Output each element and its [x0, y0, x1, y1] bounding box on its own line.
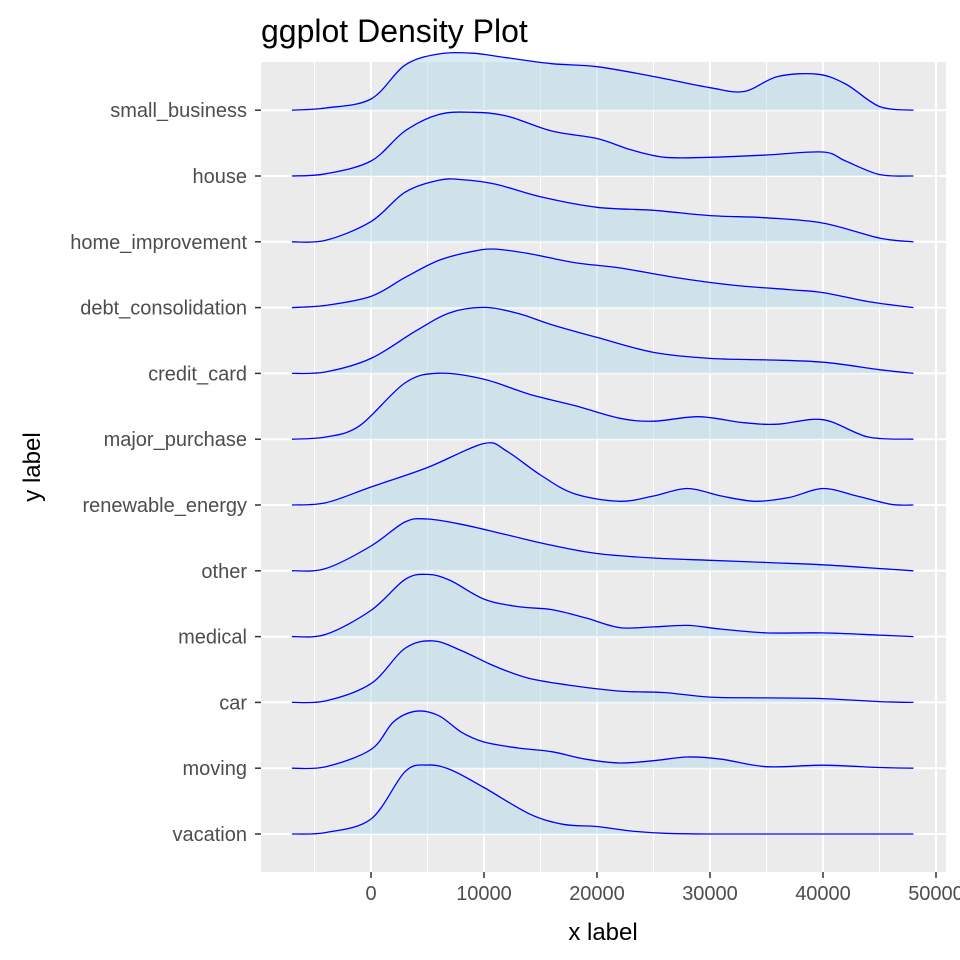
density-area-moving	[291, 710, 914, 769]
density-line-vacation	[291, 764, 914, 835]
density-area-house	[291, 112, 914, 177]
density-line-car	[291, 640, 914, 704]
y-tick-label: other	[201, 561, 247, 583]
density-area-major_purchase	[291, 373, 914, 440]
density-line-renewable_energy	[291, 442, 914, 506]
ridges	[291, 51, 914, 835]
density-line-moving	[291, 710, 914, 770]
density-area-credit_card	[291, 307, 914, 374]
y-tick-label: renewable_energy	[82, 495, 247, 517]
x-axis-ticks: 0 10000 20000 30000 40000 50000	[365, 872, 960, 905]
density-line-credit_card	[291, 306, 914, 375]
y-tick-label: major_purchase	[104, 429, 247, 451]
y-tick-label: home_improvement	[70, 232, 247, 254]
y-tick-label: vacation	[173, 824, 248, 846]
chart-title: ggplot Density Plot	[261, 13, 528, 49]
density-area-medical	[291, 574, 914, 637]
density-line-medical	[291, 573, 914, 638]
x-tick-label: 0	[365, 883, 376, 905]
x-tick-label: 40000	[795, 883, 851, 905]
density-area-car	[291, 640, 914, 703]
y-tick-label: debt_consolidation	[80, 298, 247, 320]
density-area-small_business	[291, 52, 914, 111]
y-tick-label: medical	[178, 627, 247, 649]
density-area-other	[291, 518, 914, 572]
density-line-debt_consolidation	[291, 248, 914, 309]
x-tick-label: 20000	[569, 883, 625, 905]
panel-background	[261, 62, 946, 872]
density-line-home_improvement	[291, 178, 914, 243]
y-tick-label: credit_card	[148, 363, 247, 385]
density-line-major_purchase	[291, 372, 914, 440]
y-tick-label: small_business	[110, 100, 247, 122]
y-axis-title: y label	[19, 432, 46, 501]
density-line-house	[291, 111, 914, 177]
y-tick-label: car	[219, 692, 247, 714]
density-area-vacation	[291, 764, 914, 835]
density-area-debt_consolidation	[291, 248, 914, 308]
x-tick-label: 30000	[682, 883, 738, 905]
density-area-renewable_energy	[291, 442, 914, 506]
density-line-other	[291, 517, 914, 572]
density-area-home_improvement	[291, 178, 914, 243]
y-tick-label: house	[193, 166, 248, 188]
x-tick-label: 10000	[456, 883, 512, 905]
y-tick-label: moving	[183, 758, 247, 780]
density-line-small_business	[291, 51, 914, 111]
x-axis-title: x label	[568, 919, 637, 946]
x-tick-label: 50000	[908, 883, 960, 905]
y-axis-ticks: vacation moving car medical other renewable_e…	[70, 100, 261, 846]
